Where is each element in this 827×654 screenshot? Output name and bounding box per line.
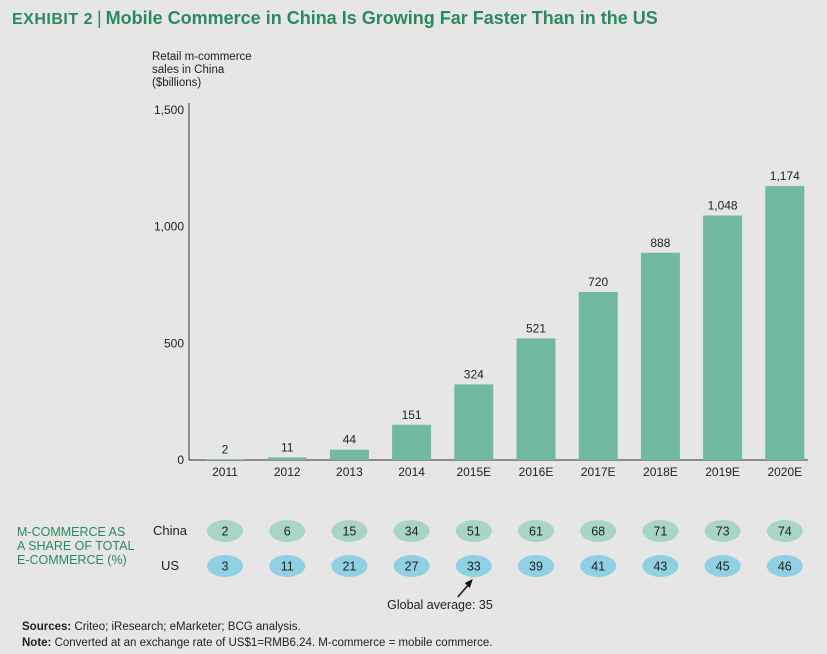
share-value: 33: [467, 560, 481, 574]
share-ellipse: [455, 555, 492, 577]
exhibit-title: EXHIBIT 2 | Mobile Commerce in China Is Gr…: [12, 8, 658, 29]
share-value: 3: [222, 560, 229, 574]
x-tick-label: 2012: [274, 465, 301, 479]
share-row-label: China: [153, 523, 188, 538]
bar: [516, 338, 556, 460]
share-ellipse: [518, 520, 554, 542]
share-value: 61: [529, 525, 543, 539]
x-tick-label: 2017E: [581, 465, 616, 479]
share-value: 39: [529, 560, 543, 574]
share-label: M-COMMERCE AS A SHARE OF TOTAL E-COMMERC…: [17, 525, 135, 567]
note-text: Converted at an exchange rate of US$1=RM…: [51, 637, 493, 649]
x-tick-label: 2015E: [456, 465, 491, 479]
sources-note: Sources: Criteo; iResearch; eMarketer; B…: [22, 619, 492, 651]
bar-value-label: 151: [402, 408, 422, 422]
share-ellipse: [704, 555, 741, 577]
bar-value-label: 44: [343, 433, 357, 447]
bar-value-label: 324: [464, 367, 484, 381]
bar: [640, 252, 680, 460]
share-ellipse: [642, 520, 679, 542]
share-ellipse: [269, 555, 306, 577]
note-line: Note: Converted at an exchange rate of U…: [22, 635, 492, 651]
annotation-arrow-head: [464, 579, 473, 588]
bar: [765, 186, 805, 461]
share-value: 45: [716, 560, 730, 574]
note-label: Note:: [22, 637, 52, 649]
exhibit-number: EXHIBIT 2: [12, 11, 93, 28]
bar-value-label: 1,174: [770, 169, 800, 183]
share-value: 34: [405, 525, 419, 539]
bar-value-label: 11: [281, 440, 294, 454]
share-value: 74: [778, 525, 792, 539]
bar-value-label: 521: [526, 321, 546, 335]
x-tick-label: 2016E: [519, 465, 554, 479]
bar: [703, 215, 743, 460]
share-value: 2: [222, 525, 229, 539]
share-ellipse: [704, 520, 741, 542]
x-tick-label: 2019E: [705, 465, 740, 479]
y-tick-label: 1,500: [154, 103, 184, 117]
share-ellipse: [207, 555, 243, 577]
share-ellipse: [207, 520, 243, 542]
share-value: 71: [653, 525, 667, 539]
share-value: 15: [342, 525, 356, 539]
x-tick-label: 2020E: [767, 465, 802, 479]
y-axis-label: Retail m-commerce sales in China ($billion…: [152, 51, 252, 89]
bar: [329, 449, 369, 460]
x-tick-label: 2018E: [643, 465, 678, 479]
bar: [392, 424, 432, 460]
share-value: 68: [591, 525, 605, 539]
bar-value-label: 1,048: [708, 198, 738, 212]
exhibit-title-text: Mobile Commerce in China Is Growing Far …: [105, 8, 658, 28]
bar: [205, 459, 245, 460]
share-ellipse: [580, 520, 617, 542]
share-value: 6: [284, 525, 291, 539]
y-tick-label: 0: [177, 453, 184, 467]
y-tick-label: 500: [164, 336, 184, 350]
share-ellipse: [580, 555, 617, 577]
share-value: 73: [716, 525, 730, 539]
x-tick-label: 2014: [398, 465, 425, 479]
share-ellipse: [455, 520, 492, 542]
share-value: 27: [405, 560, 419, 574]
share-ellipse: [393, 555, 430, 577]
share-ellipse: [642, 555, 679, 577]
share-ellipse: [766, 555, 803, 577]
share-ellipse: [766, 520, 803, 542]
share-value: 46: [778, 560, 792, 574]
share-value: 43: [653, 560, 667, 574]
share-value: 41: [591, 560, 605, 574]
sources-line: Sources: Criteo; iResearch; eMarketer; B…: [22, 619, 492, 635]
x-tick-label: 2013: [336, 465, 363, 479]
annotation-text: Global average: 35: [387, 598, 493, 612]
share-ellipse: [393, 520, 430, 542]
share-ellipse: [331, 520, 368, 542]
bar: [267, 457, 307, 460]
bar-value-label: 720: [588, 275, 608, 289]
sources-text: Criteo; iResearch; eMarketer; BCG analys…: [71, 621, 301, 633]
share-ellipse: [269, 520, 306, 542]
share-row-label: US: [161, 558, 179, 573]
bar: [454, 384, 494, 460]
sources-label: Sources:: [22, 621, 72, 633]
bar-value-label: 2: [222, 443, 229, 457]
x-tick-label: 2011: [212, 465, 238, 479]
share-value: 11: [281, 560, 294, 574]
share-ellipse: [331, 555, 368, 577]
share-value: 21: [342, 560, 356, 574]
bar-value-label: 888: [650, 236, 670, 250]
title-separator: |: [96, 8, 102, 28]
bar: [578, 292, 618, 460]
y-tick-label: 1,000: [154, 220, 184, 234]
share-value: 51: [467, 525, 481, 539]
share-ellipse: [518, 555, 554, 577]
